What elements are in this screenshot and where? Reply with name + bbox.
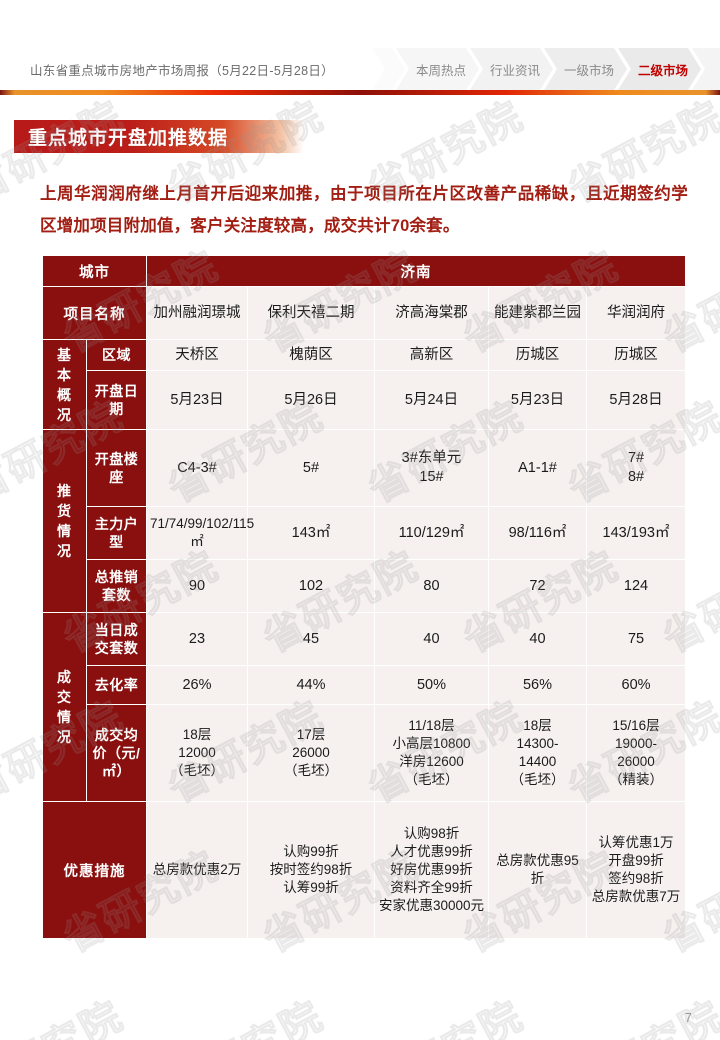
data-cell: 3#东单元 15# (374, 429, 489, 507)
data-cell: 102 (247, 559, 375, 613)
project-name-cell: 济高海棠郡 (374, 286, 489, 340)
table-row: 总推销套数 90 102 80 72 124 (43, 559, 687, 613)
table-row-project-names: 项目名称 加州融润璟城 保利天禧二期 济高海棠郡 能建紫郡兰园 华润润府 (42, 286, 687, 340)
opening-projects-table: 城市 济南 项目名称 加州融润璟城 保利天禧二期 济高海棠郡 能建紫郡兰园 华润润府基本概况区… (42, 255, 687, 939)
table-row: 推货情况开盘楼座 C4-3# 5# 3#东单元 15# A1-1# 7# 8# (42, 429, 687, 613)
data-cell: 5月23日 (146, 370, 248, 430)
row-label-去化率: 去化率 (86, 665, 147, 705)
promo-cell: 认购98折 人才优惠99折 好房优惠99折 资料齐全99折 安家优惠30000元 (374, 801, 489, 939)
project-name-cell: 华润润府 (585, 286, 687, 340)
nav-item-label: 一级市场 (564, 63, 615, 78)
data-cell: 80 (374, 559, 489, 613)
data-cell: 11/18层 小高层10800 洋房12600 （毛坯） (374, 704, 489, 802)
data-cell: 40 (374, 612, 489, 666)
data-cell: 7# 8# (585, 429, 687, 507)
table-row: 主力户型 71/74/99/102/115㎡ 143㎡ 110/129㎡ 98/116㎡… (43, 506, 687, 560)
data-cell: 50% (374, 665, 489, 705)
nav-item-label: 二级市场 (638, 63, 689, 78)
promo-cell: 总房款优惠95折 (488, 801, 587, 939)
table-row: 基本概况区域 天桥区 槐荫区 高新区 历城区 历城区 (42, 339, 687, 430)
data-cell: 5# (247, 429, 375, 507)
data-cell: 90 (146, 559, 248, 613)
data-cell: 75 (585, 612, 687, 666)
data-cell: 槐荫区 (247, 339, 375, 371)
data-cell: 18层 12000 （毛坯） (146, 704, 248, 802)
nav-item-label: 行业资讯 (490, 63, 541, 78)
row-label-区域: 区域 (86, 339, 147, 371)
table-row-city: 城市 济南 (42, 255, 687, 287)
nav-item-industry-news[interactable]: 行业资讯 (470, 48, 553, 90)
nav-item-secondary-market[interactable]: 二级市场 (618, 48, 701, 90)
promo-cell: 认筹优惠1万 开盘99折 签约98折 总房款优惠7万 (585, 801, 687, 939)
intro-paragraph: 上周华润润府继上月首开后迎来加推，由于项目所在片区改善产品稀缺，且近期签约学区增… (40, 185, 688, 235)
data-cell: 124 (585, 559, 687, 613)
data-cell: 26% (146, 665, 248, 705)
watermark-text: 省研究院 (0, 984, 132, 1040)
data-cell: 历城区 (585, 339, 687, 371)
row-label-当日成交套数: 当日成交套数 (86, 612, 147, 666)
data-cell: 143/193㎡ (585, 506, 687, 560)
data-cell: 高新区 (374, 339, 489, 371)
promo-cell: 认购99折 按时签约98折 认筹99折 (247, 801, 375, 939)
table-row: 开盘日期 5月23日 5月26日 5月24日 5月23日 5月28日 (43, 370, 687, 430)
city-header-label: 城市 (42, 255, 147, 287)
table-row-promotions: 优惠措施 总房款优惠2万 认购99折 按时签约98折 认筹99折 认购98折 人才优惠99折… (42, 801, 687, 939)
watermark-text: 省研究院 (356, 984, 532, 1040)
row-label-开盘楼座: 开盘楼座 (86, 429, 147, 507)
data-cell: C4-3# (146, 429, 248, 507)
header-divider-bar (0, 90, 720, 95)
section-nav: 本周热点 行业资讯 一级市场 二级市场 (372, 48, 720, 90)
data-cell: 45 (247, 612, 375, 666)
row-group-label-基本概况: 基本概况 (42, 339, 87, 430)
section-banner: 重点城市开盘加推数据 (14, 120, 304, 153)
table-row: 成交均价（元/㎡） 18层 12000 （毛坯） 17层 26000 （毛坯） 11/18层小… (43, 704, 687, 802)
table-row: 成交情况当日成交套数 23 45 40 40 75 (42, 612, 687, 802)
project-name-cell: 加州融润璟城 (146, 286, 248, 340)
data-cell: 17层 26000 （毛坯） (247, 704, 375, 802)
data-cell: 5月24日 (374, 370, 489, 430)
data-cell: 110/129㎡ (374, 506, 489, 560)
city-name-value: 济南 (145, 255, 687, 287)
watermark-text: 省研究院 (156, 984, 332, 1040)
data-cell: 40 (488, 612, 587, 666)
data-cell: 15/16层 19000- 26000 （精装） (585, 704, 687, 802)
report-header-bar: 山东省重点城市房地产市场周报（5月22日-5月28日） (0, 48, 720, 90)
data-cell: 18层 14300- 14400 （毛坯） (488, 704, 587, 802)
data-cell: A1-1# (488, 429, 587, 507)
data-cell: 98/116㎡ (488, 506, 587, 560)
promo-cell: 总房款优惠2万 (146, 801, 248, 939)
project-name-cell: 能建紫郡兰园 (488, 286, 587, 340)
section-banner-title: 重点城市开盘加推数据 (28, 128, 229, 149)
row-label-成交均价（元/㎡）: 成交均价（元/㎡） (86, 704, 147, 802)
data-cell: 5月23日 (488, 370, 587, 430)
row-group-label-推货情况: 推货情况 (42, 429, 87, 613)
data-cell: 56% (488, 665, 587, 705)
nav-item-label: 本周热点 (416, 63, 467, 78)
data-cell: 23 (146, 612, 248, 666)
row-label-主力户型: 主力户型 (86, 506, 147, 560)
data-cell: 60% (585, 665, 687, 705)
nav-item-weekly-hotspot[interactable]: 本周热点 (396, 48, 479, 90)
watermark-text: 省研究院 (556, 984, 720, 1040)
data-cell: 71/74/99/102/115㎡ (146, 506, 254, 560)
table-row: 去化率 26% 44% 50% 56% 60% (43, 665, 687, 705)
row-label-总推销套数: 总推销套数 (86, 559, 147, 613)
data-cell: 72 (488, 559, 587, 613)
data-cell: 历城区 (488, 339, 587, 371)
promo-header-label: 优惠措施 (42, 801, 147, 939)
data-cell: 5月26日 (247, 370, 375, 430)
page-number: 7 (684, 1010, 692, 1025)
row-label-开盘日期: 开盘日期 (86, 370, 147, 430)
data-cell: 44% (247, 665, 375, 705)
data-cell: 5月28日 (585, 370, 687, 430)
row-group-label-成交情况: 成交情况 (42, 612, 87, 802)
nav-item-primary-market[interactable]: 一级市场 (544, 48, 627, 90)
project-header-label: 项目名称 (42, 286, 147, 340)
report-title: 山东省重点城市房地产市场周报（5月22日-5月28日） (30, 63, 334, 78)
project-name-cell: 保利天禧二期 (247, 286, 375, 340)
data-cell: 天桥区 (146, 339, 248, 371)
data-cell: 143㎡ (247, 506, 375, 560)
